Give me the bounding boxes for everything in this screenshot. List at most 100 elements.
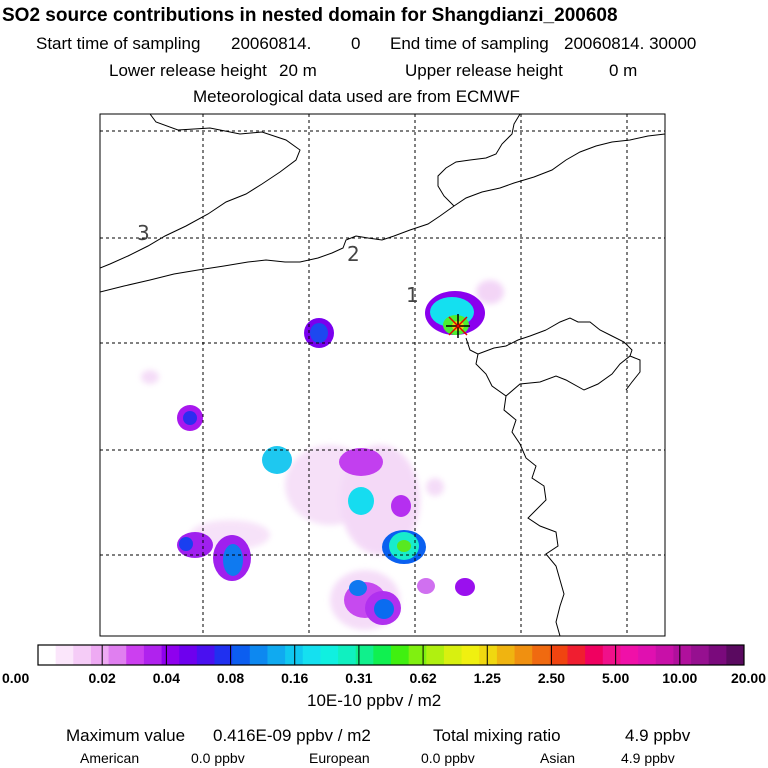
colorbar-unit-label: 10E-10 ppbv / m2 xyxy=(307,691,442,710)
plume-halo xyxy=(426,478,444,496)
lower-release-label: Lower release height xyxy=(109,61,267,80)
colorbar-tick-label: 20.00 xyxy=(731,670,766,686)
start-time-label: Start time of sampling xyxy=(36,34,201,53)
plume-patch xyxy=(391,495,411,517)
colorbar-swatch xyxy=(391,645,410,665)
colorbar-swatch xyxy=(532,645,551,665)
colorbar-swatch xyxy=(585,645,604,665)
region-label-1: 1 xyxy=(406,283,419,307)
colorbar-swatch xyxy=(726,645,745,665)
colorbar-swatch xyxy=(143,645,162,665)
colorbar-tick-label: 0.02 xyxy=(89,670,116,686)
coastline-path xyxy=(477,329,547,355)
colorbar-swatch xyxy=(691,645,710,665)
graticule xyxy=(100,114,665,636)
colorbar-swatch xyxy=(55,645,74,665)
american-value: 0.0 ppbv xyxy=(191,750,245,766)
start-time-value: 20060814. xyxy=(231,34,312,53)
colorbar xyxy=(37,644,745,666)
colorbar-swatch xyxy=(549,645,568,665)
asian-label: Asian xyxy=(540,750,576,766)
coastline-path xyxy=(100,114,301,269)
colorbar-swatch xyxy=(73,645,92,665)
colorbar-tick-label: 2.50 xyxy=(538,670,565,686)
colorbar-swatch xyxy=(108,645,127,665)
colorbar-swatch xyxy=(479,645,498,665)
colorbar-swatch xyxy=(38,645,57,665)
colorbar-swatch xyxy=(708,645,727,665)
colorbar-swatch xyxy=(214,645,233,665)
colorbar-swatch xyxy=(161,645,180,665)
coastline-path xyxy=(545,317,633,357)
plume-core xyxy=(349,580,367,596)
chart-title: SO2 source contributions in nested domai… xyxy=(2,5,618,26)
region-label-3: 3 xyxy=(137,221,150,245)
colorbar-swatch xyxy=(249,645,268,665)
european-label: European xyxy=(309,750,370,766)
colorbar-swatch xyxy=(514,645,533,665)
colorbar-swatch xyxy=(655,645,674,665)
plume-patch xyxy=(339,448,383,476)
colorbar-swatch xyxy=(196,645,215,665)
plume-halo xyxy=(141,370,159,384)
colorbar-tick-labels: 0.00 0.02 0.04 0.08 0.16 0.31 0.62 1.25 2.50 5.00… xyxy=(2,670,766,686)
coastline-path xyxy=(465,337,565,636)
plume-halo xyxy=(476,280,504,304)
european-value: 0.0 ppbv xyxy=(421,750,475,766)
plume-patch xyxy=(455,578,475,596)
colorbar-swatch xyxy=(496,645,515,665)
colorbar-tick-label: 0.16 xyxy=(281,670,308,686)
colorbar-swatch xyxy=(179,645,198,665)
plume-core xyxy=(374,599,394,619)
colorbar-swatch xyxy=(355,645,374,665)
colorbar-swatch xyxy=(461,645,480,665)
colorbar-tick-label: 0.00 xyxy=(2,670,29,686)
colorbar-swatch xyxy=(338,645,357,665)
coastline-path xyxy=(437,114,521,207)
colorbar-tick-label: 10.00 xyxy=(662,670,697,686)
end-time-value: 20060814. 30000 xyxy=(564,34,697,53)
colorbar-swatch xyxy=(443,645,462,665)
colorbar-swatch xyxy=(426,645,445,665)
coastline-path xyxy=(100,133,665,293)
plume-core xyxy=(262,446,292,474)
met-data-note: Meteorological data used are from ECMWF xyxy=(193,87,520,106)
asian-value: 4.9 ppbv xyxy=(621,750,675,766)
colorbar-swatch xyxy=(232,645,251,665)
colorbar-swatch xyxy=(620,645,639,665)
colorbar-swatch xyxy=(408,645,427,665)
start-hour-value: 0 xyxy=(351,34,361,53)
colorbar-frame xyxy=(37,644,745,666)
colorbar-swatch xyxy=(302,645,321,665)
colorbar-swatch xyxy=(267,645,286,665)
total-mixing-value: 4.9 ppbv xyxy=(625,726,691,745)
max-value: 0.416E-09 ppbv / m2 xyxy=(213,726,371,745)
plume-core xyxy=(223,544,243,576)
plume-core xyxy=(179,537,193,551)
plume-core xyxy=(310,323,328,343)
colorbar-swatch xyxy=(320,645,339,665)
coastlines xyxy=(100,114,665,636)
colorbar-swatch xyxy=(373,645,392,665)
plume-core xyxy=(183,411,197,425)
end-time-label: End time of sampling xyxy=(390,34,549,53)
plume-core xyxy=(348,487,374,515)
colorbar-swatch xyxy=(126,645,145,665)
max-value-label: Maximum value xyxy=(66,726,186,745)
colorbar-swatch xyxy=(602,645,621,665)
plume-patch xyxy=(417,578,435,594)
receptor-star-icon xyxy=(446,314,470,338)
upper-release-label: Upper release height xyxy=(405,61,563,80)
lower-release-value: 20 m xyxy=(279,61,317,80)
upper-release-value: 0 m xyxy=(609,61,638,80)
total-mixing-label: Total mixing ratio xyxy=(433,726,561,745)
plume-core xyxy=(397,540,411,552)
coastline-path xyxy=(505,355,641,397)
colorbar-swatch xyxy=(90,645,109,665)
colorbar-tick-label: 0.08 xyxy=(217,670,244,686)
colorbar-tick-label: 0.62 xyxy=(409,670,436,686)
colorbar-tick-label: 0.04 xyxy=(153,670,180,686)
colorbar-tick-label: 0.31 xyxy=(345,670,372,686)
region-label-2: 2 xyxy=(347,242,360,266)
